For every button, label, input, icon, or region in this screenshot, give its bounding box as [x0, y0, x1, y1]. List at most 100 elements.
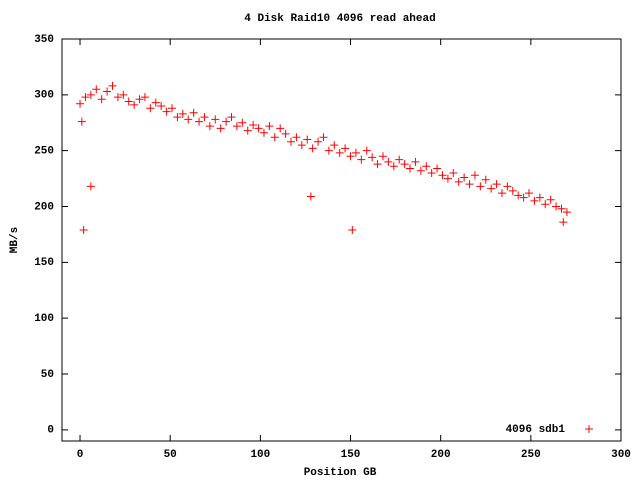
- x-tick-label: 250: [521, 449, 541, 461]
- point: [384, 157, 393, 166]
- point: [146, 104, 155, 113]
- point: [140, 93, 149, 102]
- point: [519, 193, 528, 202]
- point: [552, 202, 561, 211]
- point: [535, 193, 544, 202]
- point: [335, 148, 344, 157]
- point: [481, 175, 490, 184]
- point: [119, 90, 128, 99]
- legend-marker: [585, 425, 593, 433]
- point: [438, 171, 447, 180]
- point: [395, 155, 404, 164]
- point: [270, 133, 279, 142]
- point: [525, 189, 534, 198]
- point: [306, 192, 315, 201]
- point: [492, 180, 501, 189]
- point: [541, 200, 550, 209]
- x-tick-label: 150: [341, 449, 361, 461]
- point: [465, 180, 474, 189]
- point: [314, 137, 323, 146]
- point: [530, 196, 539, 205]
- point: [416, 166, 425, 175]
- point: [427, 169, 436, 177]
- point: [546, 195, 555, 204]
- point: [157, 102, 166, 110]
- point: [130, 100, 139, 109]
- point: [330, 141, 339, 150]
- x-tick-label: 300: [611, 449, 631, 461]
- point: [103, 87, 112, 96]
- point: [411, 157, 420, 166]
- point: [324, 146, 333, 155]
- point: [281, 129, 290, 138]
- point: [433, 164, 442, 173]
- x-tick-label: 50: [164, 449, 177, 461]
- point: [86, 90, 95, 99]
- chart-title: 4 Disk Raid10 4096 read ahead: [244, 13, 435, 25]
- point: [167, 104, 176, 113]
- point: [378, 152, 387, 161]
- legend-label: 4096 sdb1: [506, 424, 566, 436]
- point: [357, 155, 366, 164]
- point: [389, 162, 398, 171]
- point: [422, 162, 431, 171]
- x-tick-label: 100: [250, 449, 270, 461]
- point: [135, 95, 144, 104]
- point: [178, 109, 187, 118]
- plot-border: [61, 38, 622, 442]
- point: [514, 191, 523, 200]
- y-tick-label: 50: [41, 369, 54, 381]
- point: [400, 160, 409, 169]
- point: [308, 144, 317, 153]
- point: [222, 117, 231, 126]
- point: [113, 93, 122, 102]
- point: [449, 169, 458, 177]
- point: [205, 122, 214, 131]
- point: [562, 208, 571, 217]
- point: [254, 124, 263, 133]
- point: [503, 182, 512, 191]
- point: [487, 184, 496, 193]
- point: [97, 95, 106, 104]
- point: [108, 81, 117, 90]
- x-tick-label: 0: [77, 449, 84, 461]
- x-axis-label: Position GB: [304, 467, 377, 479]
- point: [259, 128, 268, 137]
- point: [297, 141, 306, 150]
- point: [476, 182, 485, 191]
- y-tick-label: 100: [34, 313, 54, 325]
- point: [211, 115, 220, 124]
- x-tick-label: 200: [431, 449, 451, 461]
- point: [151, 98, 160, 107]
- point: [79, 225, 88, 234]
- point: [184, 115, 193, 124]
- point: [216, 124, 225, 133]
- point: [173, 113, 182, 122]
- point: [86, 182, 95, 191]
- point: [81, 93, 90, 102]
- y-tick-label: 350: [34, 34, 54, 46]
- point: [124, 97, 133, 106]
- point: [189, 108, 198, 117]
- point: [265, 122, 274, 131]
- point: [287, 137, 296, 146]
- point: [373, 160, 382, 169]
- point: [348, 225, 357, 234]
- point: [341, 144, 350, 153]
- point: [200, 113, 209, 122]
- point: [351, 148, 360, 157]
- point: [346, 152, 355, 161]
- y-axis-label: MB/s: [9, 227, 21, 253]
- y-tick-label: 200: [34, 201, 54, 213]
- y-tick-label: 250: [34, 146, 54, 158]
- point: [319, 133, 328, 142]
- point: [497, 189, 506, 198]
- point: [508, 186, 517, 195]
- point: [76, 99, 85, 108]
- point: [243, 126, 252, 135]
- point: [227, 113, 236, 122]
- point: [92, 85, 101, 94]
- point: [276, 124, 285, 133]
- point: [362, 146, 371, 155]
